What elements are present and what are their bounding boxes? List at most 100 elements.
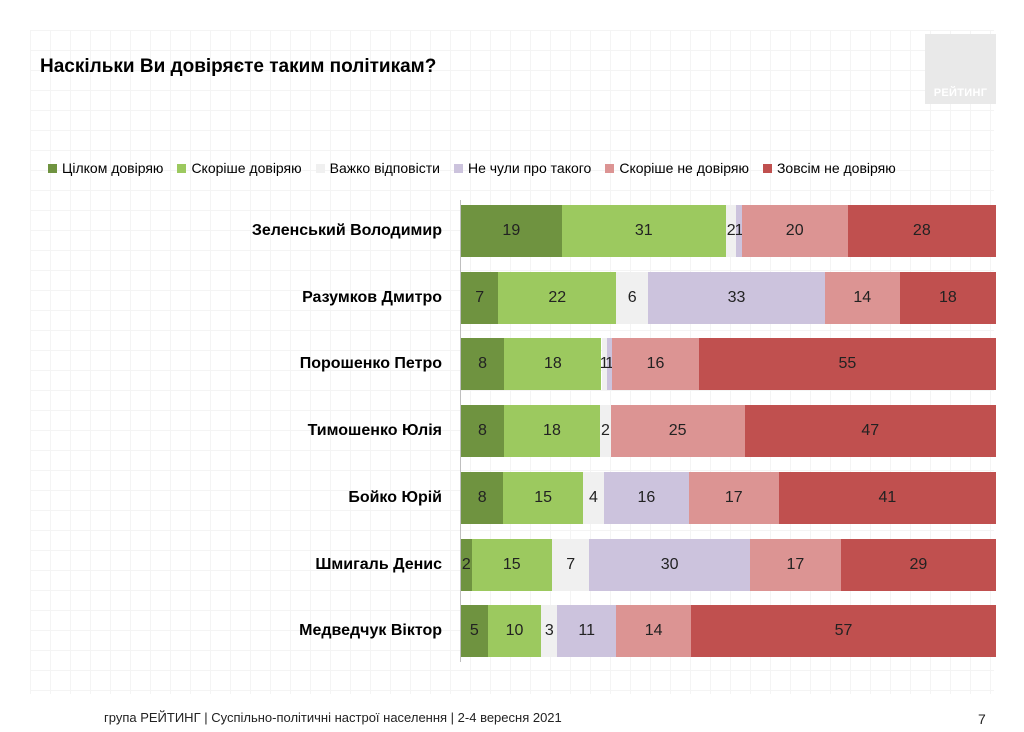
legend-swatch [762, 163, 772, 173]
data-label: 7 [566, 555, 576, 573]
rating-logo: РЕЙТИНГ [925, 34, 996, 104]
data-label: 55 [838, 355, 857, 373]
legend-label: Скоріше довіряю [191, 160, 302, 176]
bar-segment: 2 [461, 538, 472, 591]
category-label: Разумков Дмитро [302, 288, 442, 306]
legend-label: Скоріше не довіряю [619, 160, 749, 176]
data-label: 15 [534, 488, 552, 506]
legend-item-0: Цілком довіряю [48, 160, 163, 176]
legend-label: Цілком довіряю [62, 160, 164, 176]
bar-segment: 14 [824, 271, 900, 324]
data-label: 28 [912, 222, 931, 239]
bar-segment: 1 [600, 338, 609, 391]
bar-segment: 20 [741, 205, 848, 257]
data-label: 57 [834, 622, 853, 640]
data-label: 33 [727, 288, 746, 306]
category-label: Зеленський Володимир [251, 222, 442, 239]
page-number: 7 [978, 711, 986, 727]
data-label: 18 [938, 288, 957, 306]
bar-segment: 6 [616, 271, 649, 324]
bar-segment: 17 [749, 538, 841, 591]
bar-segment: 7 [551, 538, 590, 591]
legend-swatch [315, 163, 325, 173]
bar-segment: 19 [461, 205, 562, 257]
bar-segment: 8 [461, 338, 505, 391]
data-label: 47 [861, 422, 880, 440]
legend-item-2: Важко відповісти [315, 160, 440, 176]
bar-segment: 55 [698, 338, 996, 391]
data-label: 25 [668, 422, 687, 440]
bar-segment: 30 [589, 538, 750, 591]
legend-label: Зовсім не довіряю [776, 160, 896, 176]
data-label: 14 [644, 622, 663, 640]
bar-segment: 57 [691, 605, 996, 658]
legend-swatch [453, 163, 463, 173]
bar-segment: 18 [503, 405, 601, 458]
bar-segment: 5 [461, 605, 488, 658]
data-label: 10 [505, 622, 524, 640]
bar-segment: 1 [605, 338, 614, 391]
bar-segment: 28 [847, 205, 996, 257]
bar-segment: 22 [498, 271, 617, 324]
bar-segment: 15 [503, 471, 583, 524]
data-label: 8 [478, 355, 488, 373]
bar-segment: 7 [461, 271, 499, 324]
chart-legend: Цілком довіряю Скоріше довіряю Важко відпо… [48, 158, 910, 178]
bar-segment: 33 [648, 271, 825, 324]
data-label: 20 [785, 222, 804, 239]
data-label: 4 [588, 488, 598, 506]
data-label: 3 [544, 622, 554, 640]
bar-segment: 1 [734, 205, 744, 257]
footer-text: група РЕЙТИНГ | Суспільно-політичні наст… [104, 710, 562, 725]
bar-segment: 17 [688, 471, 779, 524]
bar-segment: 11 [557, 605, 617, 658]
legend-label: Не чули про такого [467, 160, 592, 176]
bar-segment: 15 [471, 538, 552, 591]
data-label: 8 [477, 422, 487, 440]
data-label: 18 [543, 422, 561, 440]
data-label: 8 [477, 488, 487, 506]
data-label: 16 [637, 488, 656, 506]
bar-segment: 14 [616, 605, 692, 658]
bar-segment: 2 [725, 205, 737, 257]
page-title: Наскільки Ви довіряєте таким політикам? [40, 56, 437, 77]
legend-item-1: Скоріше довіряю [177, 160, 302, 176]
category-label: Тимошенко Юлія [307, 422, 442, 440]
bar-segment: 16 [604, 471, 689, 524]
data-label: 22 [548, 288, 567, 306]
bar-segment: 18 [504, 338, 602, 391]
category-label: Бойко Юрій [348, 488, 442, 506]
data-label: 5 [469, 622, 479, 640]
data-label: 2 [600, 422, 610, 440]
legend-item-5: Зовсім не довіряю [762, 160, 896, 176]
data-label: 18 [543, 355, 562, 373]
legend-item-4: Скоріше не довіряю [605, 160, 749, 176]
data-label: 15 [502, 555, 521, 573]
bar-segment: 18 [899, 271, 996, 324]
bar-segment: 8 [461, 405, 504, 458]
data-label: 30 [660, 555, 679, 573]
category-axis-line [460, 200, 461, 662]
data-label: 14 [853, 288, 872, 306]
bar-segment: 8 [461, 471, 504, 524]
data-label: 16 [646, 355, 665, 373]
data-label: 2 [726, 222, 736, 239]
bar-segment: 47 [744, 405, 996, 458]
legend-swatch [605, 163, 615, 173]
data-label: 29 [909, 555, 928, 573]
data-label: 11 [578, 622, 596, 640]
data-label: 19 [502, 222, 521, 239]
category-label: Медведчук Віктор [299, 622, 442, 640]
legend-label: Важко відповісти [329, 160, 440, 176]
data-label: 6 [627, 288, 637, 306]
bar-segment: 2 [600, 405, 611, 458]
category-label: Шмигаль Денис [315, 555, 442, 573]
legend-swatch [48, 163, 57, 173]
data-label: 1 [734, 222, 744, 239]
bar-segment: 3 [541, 605, 558, 658]
category-label: Порошенко Петро [299, 355, 442, 373]
bar-segment: 25 [610, 405, 745, 458]
bar-segment: 41 [778, 471, 996, 524]
logo-text: РЕЙТИНГ [933, 87, 988, 99]
